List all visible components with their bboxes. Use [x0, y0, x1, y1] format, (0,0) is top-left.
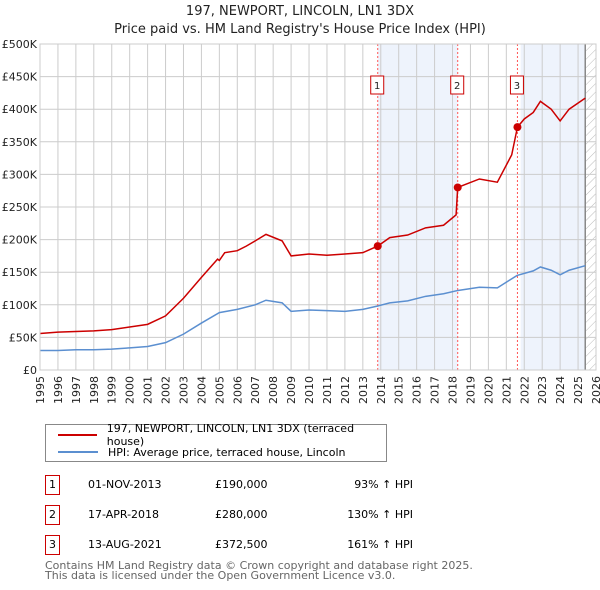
- x-tick-label: 2026: [590, 376, 600, 404]
- x-tick-label: 2006: [231, 376, 244, 404]
- sale-marker-box: [370, 75, 385, 95]
- sale-marker-label: 1: [374, 81, 380, 92]
- sale-marker-label: 3: [514, 81, 520, 92]
- x-tick-label: 2010: [303, 376, 316, 404]
- y-tick-label: £400K: [2, 103, 38, 116]
- sale-number: 1: [45, 475, 60, 495]
- x-tick-label: 1995: [34, 376, 47, 404]
- x-tick-label: 2002: [160, 376, 173, 404]
- legend-label: HPI: Average price, terraced house, Linc…: [108, 445, 346, 459]
- x-tick-label: 2020: [482, 376, 495, 404]
- x-tick-label: 1997: [70, 376, 83, 404]
- sale-marker-label: 2: [454, 81, 460, 92]
- sale-hpi-change: 130% ↑ HPI: [347, 508, 413, 521]
- legend-item-property: 197, NEWPORT, LINCOLN, LN1 3DX (terraced…: [58, 422, 386, 448]
- sale-date: 13-AUG-2021: [88, 538, 162, 551]
- sale-hpi-change: 93% ↑ HPI: [354, 478, 413, 491]
- sale-price: £280,000: [215, 508, 268, 521]
- sale-number: 3: [45, 535, 60, 555]
- legend-swatch-red: [58, 434, 97, 436]
- x-tick-label: 2011: [321, 376, 334, 404]
- y-tick-label: £300K: [2, 168, 38, 181]
- x-tick-label: 2014: [375, 376, 388, 404]
- footer-line-1: Contains HM Land Registry data © Crown c…: [45, 559, 473, 572]
- x-tick-label: 1998: [88, 376, 101, 404]
- x-tick-label: 2001: [142, 376, 155, 404]
- sale-point: [373, 242, 382, 251]
- y-tick-label: £200K: [2, 234, 38, 247]
- sale-point: [453, 183, 462, 192]
- y-tick-label: £350K: [2, 136, 38, 149]
- series-line: [39, 97, 586, 335]
- x-tick-label: 2025: [572, 376, 585, 404]
- sale-point: [513, 123, 522, 132]
- plot-area: 1995 1996 1997 1998 1999 2000 2001 2002 2003 2004…: [2, 38, 600, 404]
- series-line: [40, 264, 586, 352]
- sale-row: 1 01-NOV-2013 £190,000 93% ↑ HPI: [45, 475, 465, 495]
- sale-marker-box: [509, 75, 524, 95]
- legend: 197, NEWPORT, LINCOLN, LN1 3DX (terraced…: [45, 422, 387, 462]
- sale-row: 3 13-AUG-2021 £372,500 161% ↑ HPI: [45, 535, 465, 555]
- footer-line-2: This data is licensed under the Open Gov…: [45, 569, 396, 582]
- chart-subtitle: Price paid vs. HM Land Registry's House …: [114, 22, 486, 37]
- y-tick-label: £450K: [2, 71, 38, 84]
- x-tick-label: 2012: [339, 376, 352, 404]
- x-tick-label: 2018: [447, 376, 460, 404]
- sale-price: £190,000: [215, 478, 268, 491]
- y-tick-label: £100K: [2, 299, 38, 312]
- legend-label: 197, NEWPORT, LINCOLN, LN1 3DX (terraced…: [106, 422, 355, 448]
- sale-price: £372,500: [215, 538, 268, 551]
- sale-date: 01-NOV-2013: [88, 478, 162, 491]
- x-tick-label: 2000: [124, 376, 137, 404]
- x-tick-label: 1999: [106, 376, 119, 404]
- x-tick-label: 2019: [464, 376, 477, 404]
- legend-item-hpi: HPI: Average price, terraced house, Linc…: [58, 442, 345, 462]
- x-tick-label: 2017: [429, 376, 442, 404]
- sale-marker-box: [450, 75, 465, 95]
- sale-date: 17-APR-2018: [88, 508, 160, 521]
- y-tick-label: £500K: [2, 38, 38, 51]
- y-tick-label: £250K: [2, 201, 38, 214]
- y-tick-label: £50K: [9, 331, 38, 344]
- x-tick-label: 2007: [249, 376, 262, 404]
- x-tick-label: 2024: [554, 376, 567, 404]
- x-tick-label: 2003: [177, 376, 190, 404]
- y-tick-label: £150K: [2, 266, 38, 279]
- sale-row: 2 17-APR-2018 £280,000 130% ↑ HPI: [45, 505, 465, 525]
- x-tick-label: 2005: [213, 376, 226, 404]
- x-tick-label: 2023: [536, 376, 549, 404]
- x-tick-label: 2013: [357, 376, 370, 404]
- x-tick-label: 2004: [195, 376, 208, 404]
- y-tick-label: £0: [23, 364, 37, 377]
- plot-border: [39, 43, 597, 371]
- x-tick-label: 2021: [500, 376, 513, 404]
- x-tick-label: 1996: [52, 376, 65, 404]
- sale-number: 2: [45, 505, 60, 525]
- x-tick-label: 2022: [518, 376, 531, 404]
- x-tick-label: 2009: [285, 376, 298, 404]
- x-tick-label: 2016: [411, 376, 424, 404]
- sale-hpi-change: 161% ↑ HPI: [347, 538, 413, 551]
- chart-title: 197, NEWPORT, LINCOLN, LN1 3DX: [185, 4, 415, 19]
- legend-swatch-blue: [58, 451, 98, 453]
- x-tick-label: 2015: [393, 376, 406, 404]
- x-tick-label: 2008: [267, 376, 280, 404]
